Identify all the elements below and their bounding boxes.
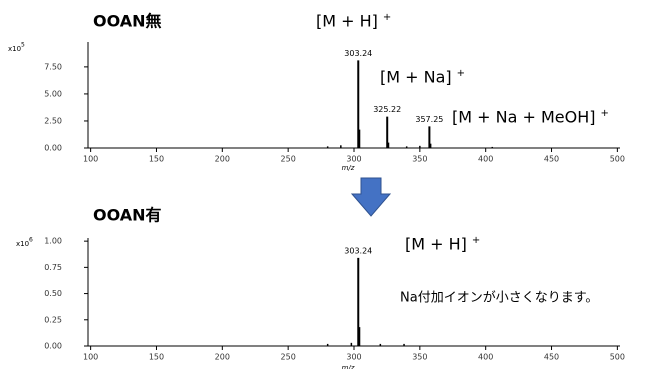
peak-label: 357.25 [415, 115, 443, 124]
annotation: Na付加イオンが小さくなります。 [400, 291, 598, 306]
x-tick-label: 100 [83, 353, 98, 362]
peak-label: 303.24 [344, 49, 372, 58]
scale-label: x10 [16, 240, 29, 248]
scale-label: x10 [8, 45, 21, 53]
x-axis-label: m/z [342, 364, 355, 369]
y-tick-label: 0.00 [44, 342, 62, 351]
annotation: [M + H] [405, 235, 467, 254]
x-tick-label: 150 [149, 353, 164, 362]
x-tick-label: 500 [610, 155, 625, 164]
y-tick-label: 1.00 [44, 237, 62, 246]
x-tick-label: 450 [544, 353, 559, 362]
x-tick-label: 250 [281, 155, 296, 164]
peak-label: 303.24 [344, 246, 372, 255]
x-tick-label: 450 [544, 155, 559, 164]
peak-label: 325.22 [373, 105, 401, 114]
annotation: [M + H] [316, 12, 378, 31]
x-tick-label: 400 [478, 353, 493, 362]
y-tick-label: 0.50 [44, 289, 62, 298]
chart-title: OOAN有 [93, 206, 162, 225]
annotation-charge: + [383, 12, 391, 23]
x-tick-label: 300 [346, 353, 361, 362]
scale-exponent: 5 [21, 42, 25, 49]
x-tick-label: 350 [412, 155, 427, 164]
y-tick-label: 0.25 [44, 315, 62, 324]
arrow [350, 177, 392, 217]
y-tick-label: 5.00 [44, 89, 62, 98]
x-tick-label: 250 [281, 353, 296, 362]
x-tick-label: 100 [83, 155, 98, 164]
x-tick-label: 200 [215, 155, 230, 164]
x-tick-label: 150 [149, 155, 164, 164]
x-tick-label: 300 [346, 155, 361, 164]
x-tick-label: 350 [412, 353, 427, 362]
annotation-charge: + [457, 68, 465, 79]
annotation: [M + Na + MeOH] [452, 108, 596, 127]
x-tick-label: 200 [215, 353, 230, 362]
x-tick-label: 500 [610, 353, 625, 362]
y-tick-label: 7.50 [44, 62, 62, 71]
chart-title: OOAN無 [93, 12, 162, 31]
x-axis-label: m/z [342, 164, 355, 172]
annotation: [M + Na] [380, 68, 452, 87]
x-tick-label: 400 [478, 155, 493, 164]
y-tick-label: 0.75 [44, 263, 62, 272]
y-tick-label: 2.50 [44, 116, 62, 125]
y-tick-label: 0.00 [44, 144, 62, 153]
annotation-charge: + [601, 108, 609, 119]
annotation-charge: + [472, 235, 480, 246]
scale-exponent: 6 [29, 237, 33, 244]
